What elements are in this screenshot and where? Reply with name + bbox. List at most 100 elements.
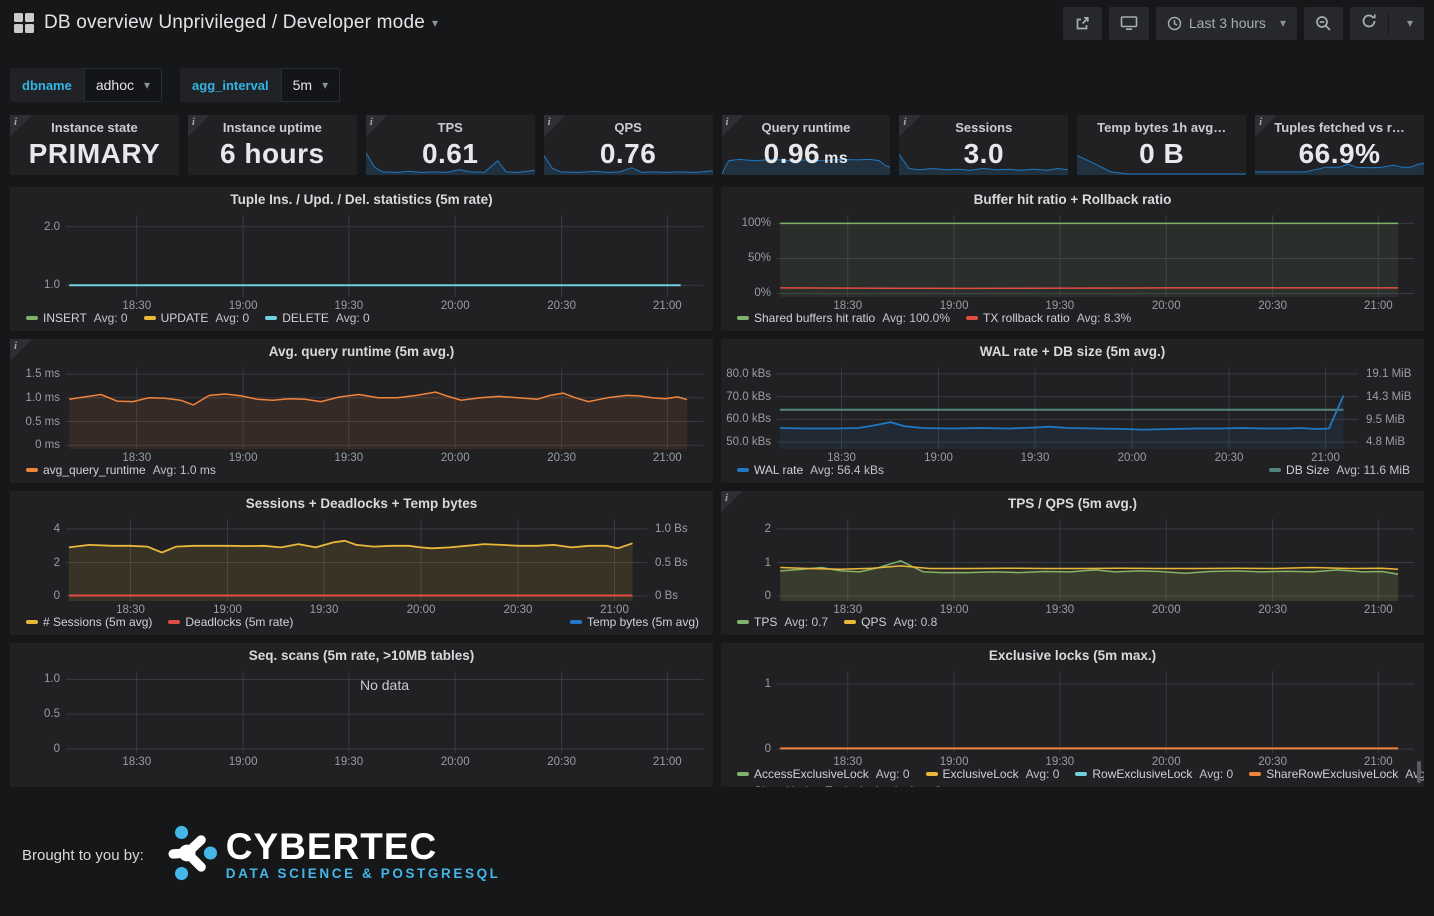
- y-tick-label: 80.0 kBs: [726, 368, 771, 380]
- zoom-out-icon: [1315, 15, 1332, 32]
- legend: avg_query_runtimeAvg: 1.0 ms: [26, 463, 216, 477]
- y-axis: 420: [16, 519, 66, 601]
- info-icon[interactable]: i: [721, 491, 743, 513]
- info-icon[interactable]: i: [722, 115, 744, 137]
- legend-item[interactable]: Temp bytes (5m avg): [570, 615, 699, 629]
- legend-item[interactable]: AccessExclusiveLockAvg: 0: [737, 767, 910, 781]
- plot-area[interactable]: 18:3019:0019:3020:0020:3021:00: [66, 519, 647, 601]
- panel-tuple-statistics: Tuple Ins. / Upd. / Del. statistics (5m …: [10, 187, 713, 331]
- dashboard-grid-icon[interactable]: [14, 13, 34, 33]
- legend-item[interactable]: TX rollback ratioAvg: 8.3%: [966, 311, 1131, 325]
- info-icon[interactable]: i: [544, 115, 566, 137]
- info-icon[interactable]: i: [10, 115, 32, 137]
- info-icon[interactable]: i: [1255, 115, 1277, 137]
- variable-agg-interval-label[interactable]: agg_interval: [180, 68, 281, 102]
- legend-item[interactable]: QPSAvg: 0.8: [844, 615, 937, 629]
- stat-title[interactable]: TPS: [366, 120, 535, 135]
- y-tick-label: 0.5 ms: [25, 416, 60, 428]
- panel-title[interactable]: Exclusive locks (5m max.): [721, 643, 1424, 667]
- plot-area[interactable]: 18:3019:0019:3020:0020:3021:00: [777, 367, 1358, 449]
- stat-tuples-fetched: i Tuples fetched vs r… 66.9%: [1255, 115, 1424, 175]
- variable-dbname-label[interactable]: dbname: [10, 68, 84, 102]
- time-caret-icon: ▾: [1280, 16, 1286, 30]
- refresh-caret-icon: ▾: [1407, 16, 1413, 30]
- panel-title[interactable]: Avg. query runtime (5m avg.): [10, 339, 713, 363]
- panel-title[interactable]: WAL rate + DB size (5m avg.): [721, 339, 1424, 363]
- refresh-button[interactable]: [1350, 7, 1388, 40]
- dashboard-title[interactable]: DB overview Unprivileged / Developer mod…: [44, 12, 425, 34]
- chevron-down-icon: ▾: [322, 78, 328, 92]
- legend-item[interactable]: ExclusiveLockAvg: 0: [926, 767, 1060, 781]
- legend-item[interactable]: DB SizeAvg: 11.6 MiB: [1269, 463, 1410, 477]
- stat-title[interactable]: Query runtime: [722, 120, 891, 135]
- y-tick-label: 0%: [754, 287, 771, 299]
- y-axis-right: 19.1 MiB14.3 MiB9.5 MiB4.8 MiB: [1358, 367, 1414, 449]
- title-caret-icon[interactable]: ▾: [432, 16, 438, 30]
- stat-title[interactable]: Instance state: [10, 120, 179, 135]
- legend-swatch: [737, 620, 749, 624]
- share-button[interactable]: [1063, 7, 1102, 40]
- y-tick-label: 70.0 kBs: [726, 391, 771, 403]
- panel-title[interactable]: Tuple Ins. / Upd. / Del. statistics (5m …: [10, 187, 713, 211]
- plot-area[interactable]: 18:3019:0019:3020:0020:3021:00: [777, 671, 1414, 753]
- legend-item[interactable]: INSERTAvg: 0: [26, 311, 128, 325]
- plot-area[interactable]: 18:3019:0019:3020:0020:3021:00: [777, 215, 1414, 297]
- legend-right: DB SizeAvg: 11.6 MiB: [1269, 463, 1410, 477]
- variable-agg-interval-value[interactable]: 5m▾: [281, 68, 340, 102]
- legend-right: Temp bytes (5m avg): [570, 615, 699, 629]
- legend: WAL rateAvg: 56.4 kBs: [737, 463, 884, 477]
- logo-title: CYBERTEC: [226, 830, 501, 864]
- y-tick-label: 1.0 ms: [25, 392, 60, 404]
- stats-row: i Instance state PRIMARY i Instance upti…: [10, 115, 1424, 175]
- time-range-picker[interactable]: Last 3 hours ▾: [1156, 7, 1297, 40]
- legend-item[interactable]: Deadlocks (5m rate): [168, 615, 293, 629]
- panel-title[interactable]: TPS / QPS (5m avg.): [721, 491, 1424, 515]
- legend-scrollbar[interactable]: [1417, 761, 1421, 783]
- legend-item[interactable]: Shared buffers hit ratioAvg: 100.0%: [737, 311, 950, 325]
- legend-item[interactable]: UPDATEAvg: 0: [144, 311, 250, 325]
- panel-title[interactable]: Seq. scans (5m rate, >10MB tables): [10, 643, 713, 667]
- top-navbar: DB overview Unprivileged / Developer mod…: [0, 0, 1434, 46]
- panel-title[interactable]: Sessions + Deadlocks + Temp bytes: [10, 491, 713, 515]
- plot-area[interactable]: 18:3019:0019:3020:0020:3021:00: [66, 367, 703, 449]
- tv-mode-button[interactable]: [1109, 7, 1149, 40]
- y-axis-right: 1.0 Bs0.5 Bs0 Bs: [647, 519, 703, 601]
- panel-wal-rate-db-size: WAL rate + DB size (5m avg.) 80.0 kBs 70.…: [721, 339, 1424, 483]
- legend-item[interactable]: ShareRowExclusiveLockAvg: 0: [1249, 767, 1424, 781]
- x-axis: 18:3019:0019:3020:0020:3021:00: [66, 753, 703, 769]
- plot-area[interactable]: 18:3019:0019:3020:0020:3021:00 No data: [66, 671, 703, 753]
- legend-item[interactable]: DELETEAvg: 0: [265, 311, 370, 325]
- legend-item[interactable]: # Sessions (5m avg): [26, 615, 152, 629]
- refresh-interval-dropdown[interactable]: ▾: [1389, 7, 1424, 40]
- stat-value: 66.9%: [1255, 138, 1424, 170]
- legend-swatch: [737, 316, 749, 320]
- stat-title[interactable]: Tuples fetched vs r…: [1255, 120, 1424, 135]
- legend-item[interactable]: ShareUpdateExclusiveLockAvg: 0: [737, 784, 942, 787]
- panel-title[interactable]: Buffer hit ratio + Rollback ratio: [721, 187, 1424, 211]
- legend-swatch: [1269, 468, 1281, 472]
- stat-title[interactable]: Temp bytes 1h avg…: [1077, 120, 1246, 135]
- stat-title[interactable]: Instance uptime: [188, 120, 357, 135]
- info-icon[interactable]: i: [366, 115, 388, 137]
- legend-item[interactable]: avg_query_runtimeAvg: 1.0 ms: [26, 463, 216, 477]
- y-tick-label: 1.0: [44, 673, 60, 685]
- variable-dbname-value[interactable]: adhoc▾: [84, 68, 162, 102]
- info-icon[interactable]: i: [899, 115, 921, 137]
- y-tick-label: 1: [765, 678, 771, 690]
- y-axis: 80.0 kBs70.0 kBs60.0 kBs50.0 kBs: [727, 367, 777, 449]
- y-tick-label: 2: [765, 523, 771, 535]
- legend: # Sessions (5m avg) Deadlocks (5m rate): [26, 615, 293, 629]
- legend-item[interactable]: RowExclusiveLockAvg: 0: [1075, 767, 1233, 781]
- info-icon[interactable]: i: [10, 339, 32, 361]
- variable-agg-interval: agg_interval 5m▾: [180, 68, 340, 102]
- legend-item[interactable]: TPSAvg: 0.7: [737, 615, 828, 629]
- plot-area[interactable]: 18:3019:0019:3020:0020:3021:00: [66, 215, 703, 297]
- zoom-out-button[interactable]: [1304, 7, 1343, 40]
- legend-item[interactable]: WAL rateAvg: 56.4 kBs: [737, 463, 884, 477]
- info-icon[interactable]: i: [188, 115, 210, 137]
- legend-swatch: [26, 620, 38, 624]
- plot-area[interactable]: 18:3019:0019:3020:0020:3021:00: [777, 519, 1414, 601]
- stat-title[interactable]: Sessions: [899, 120, 1068, 135]
- stat-title[interactable]: QPS: [544, 120, 713, 135]
- clock-icon: [1167, 16, 1182, 31]
